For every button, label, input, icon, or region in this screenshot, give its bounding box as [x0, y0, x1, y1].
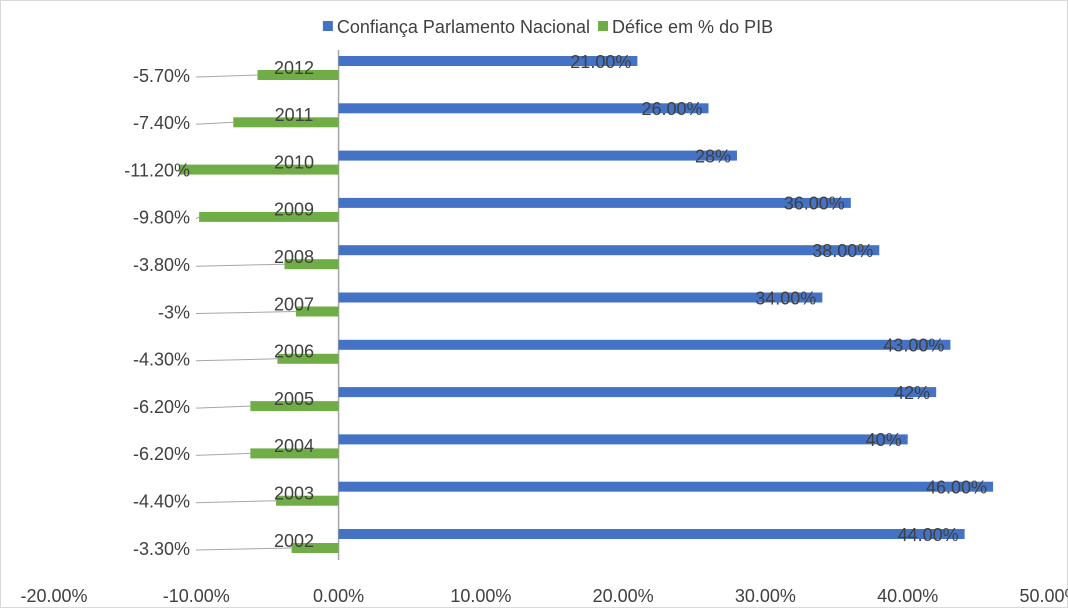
- category-label: 2005: [274, 389, 314, 409]
- x-tick-label: 0.00%: [313, 586, 364, 606]
- category-label: 2012: [274, 58, 314, 78]
- bar: [338, 103, 709, 114]
- leader-line: [195, 121, 234, 125]
- data-label: -6.20%: [133, 444, 190, 464]
- data-label: -3.30%: [133, 539, 190, 559]
- legend-label: Défice em % do PIB: [612, 17, 773, 37]
- bar: [338, 150, 737, 161]
- bar: [295, 306, 339, 317]
- category-label: 2009: [274, 200, 314, 220]
- data-label: -4.40%: [133, 491, 190, 511]
- category-label: 2011: [275, 105, 314, 125]
- bar: [284, 259, 339, 270]
- category-label: 2007: [274, 294, 314, 314]
- x-tick-label: 10.00%: [450, 586, 511, 606]
- data-label: -6.20%: [133, 397, 190, 417]
- leader-line: [195, 74, 258, 78]
- bar: [233, 117, 339, 128]
- category-label: 2002: [274, 531, 314, 551]
- x-tick-label: 20.00%: [593, 586, 654, 606]
- data-label: 40%: [866, 430, 902, 450]
- bar: [338, 387, 937, 398]
- bar: [250, 401, 339, 412]
- category-label: 2010: [274, 152, 314, 172]
- legend-swatch: [322, 21, 333, 31]
- bar: [338, 56, 638, 66]
- legend-swatch: [598, 21, 609, 31]
- bar: [338, 434, 908, 445]
- leader-line: [195, 263, 285, 267]
- bar: [338, 529, 965, 539]
- bar: [199, 211, 339, 222]
- category-label: 2008: [274, 247, 314, 267]
- bar: [277, 353, 339, 364]
- leader-line: [195, 358, 278, 362]
- leader-line: [195, 405, 251, 409]
- bar: [338, 197, 851, 208]
- bar: [338, 245, 880, 256]
- leader-line: [195, 500, 276, 504]
- bar: [250, 448, 339, 459]
- data-label: -9.80%: [133, 208, 190, 228]
- bar: [338, 292, 823, 303]
- leader-line: [195, 452, 251, 456]
- data-label: -4.30%: [133, 350, 190, 370]
- data-label: 44.00%: [898, 525, 959, 545]
- bar: [338, 481, 994, 492]
- data-label: 38.00%: [812, 241, 873, 261]
- bar: [291, 543, 339, 553]
- bar: [275, 495, 339, 506]
- data-label: 43.00%: [883, 336, 944, 356]
- bar: [257, 70, 339, 80]
- data-label: -3.80%: [133, 255, 190, 275]
- data-label: 42%: [894, 383, 930, 403]
- data-label: -3%: [158, 302, 190, 322]
- category-label: 2003: [274, 483, 314, 503]
- bar: [179, 164, 339, 175]
- data-label: 34.00%: [755, 288, 816, 308]
- data-label: 26.00%: [641, 99, 702, 119]
- category-label: 2006: [274, 342, 314, 362]
- x-tick-label: 50.00%: [1019, 586, 1068, 606]
- x-tick-label: -10.00%: [163, 586, 230, 606]
- data-label: 21.00%: [570, 52, 631, 72]
- category-label: 2004: [274, 436, 314, 456]
- leader-line: [195, 311, 296, 314]
- x-tick-label: 40.00%: [877, 586, 938, 606]
- x-tick-label: 30.00%: [735, 586, 796, 606]
- data-label: -7.40%: [133, 113, 190, 133]
- x-tick-label: -20.00%: [20, 586, 87, 606]
- leader-line: [195, 216, 200, 220]
- data-label: 36.00%: [784, 194, 845, 214]
- data-label: 46.00%: [926, 477, 987, 497]
- data-label: -5.70%: [133, 66, 190, 86]
- data-label: 28%: [695, 146, 731, 166]
- legend-label: Confiança Parlamento Nacional: [337, 17, 590, 37]
- leader-line: [195, 547, 292, 551]
- bar: [338, 339, 951, 350]
- data-label: -11.20%: [124, 160, 190, 180]
